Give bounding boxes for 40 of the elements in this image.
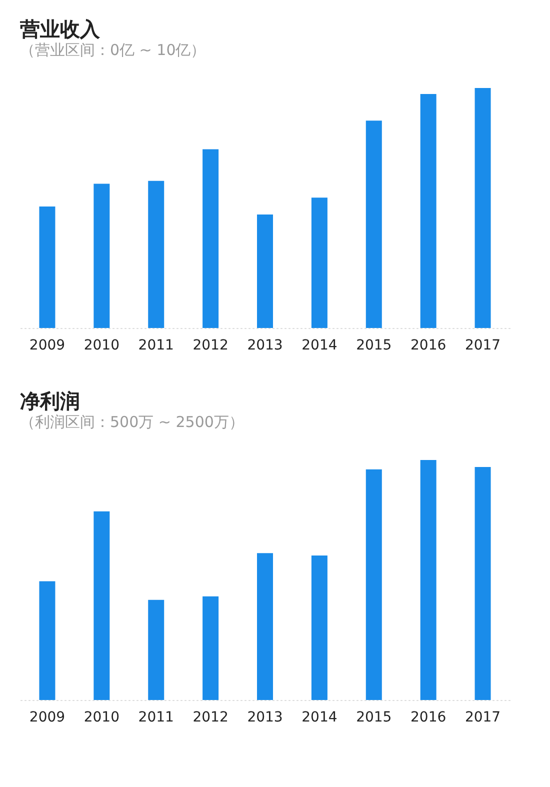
x-tick-label: 2017: [464, 710, 501, 726]
x-tick-label: 2015: [356, 710, 392, 726]
x-tick-label: 2017: [464, 338, 501, 354]
bar: [257, 553, 273, 700]
bar: [420, 94, 436, 328]
chart-title: 营业收入: [19, 17, 101, 41]
x-tick-label: 2009: [29, 338, 66, 354]
bar: [148, 180, 164, 328]
bar: [474, 466, 491, 700]
bar: [94, 184, 110, 328]
bar: [311, 198, 328, 328]
bar: [148, 600, 164, 700]
x-tick-label: 2011: [138, 338, 174, 354]
bar: [257, 214, 273, 328]
x-tick-label: 2012: [192, 710, 228, 726]
x-tick-label: 2009: [29, 710, 66, 726]
bar: [202, 149, 219, 328]
x-tick-label: 2014: [302, 338, 338, 354]
bar: [39, 206, 56, 328]
bar: [94, 511, 110, 700]
x-tick-label: 2016: [410, 710, 446, 726]
bar: [39, 581, 56, 700]
bar: [202, 596, 219, 700]
x-tick-label: 2013: [247, 338, 283, 354]
x-tick-label: 2012: [192, 338, 228, 354]
x-tick-label: 2010: [84, 338, 120, 354]
x-tick-label: 2013: [247, 710, 283, 726]
bar: [474, 88, 491, 328]
chart-subtitle: （利润区间：500万 ~ 2500万）: [20, 413, 244, 431]
bar: [311, 556, 328, 700]
bar: [366, 469, 382, 700]
x-tick-label: 2010: [84, 710, 120, 726]
bar: [420, 460, 436, 700]
chart-title: 净利润: [20, 389, 80, 413]
x-tick-label: 2014: [302, 710, 338, 726]
chart-subtitle: （营业区间：0亿 ~ 10亿）: [20, 41, 206, 59]
x-tick-label: 2011: [138, 710, 174, 726]
bar: [366, 120, 382, 328]
x-tick-label: 2016: [410, 338, 446, 354]
x-tick-label: 2015: [356, 338, 392, 354]
